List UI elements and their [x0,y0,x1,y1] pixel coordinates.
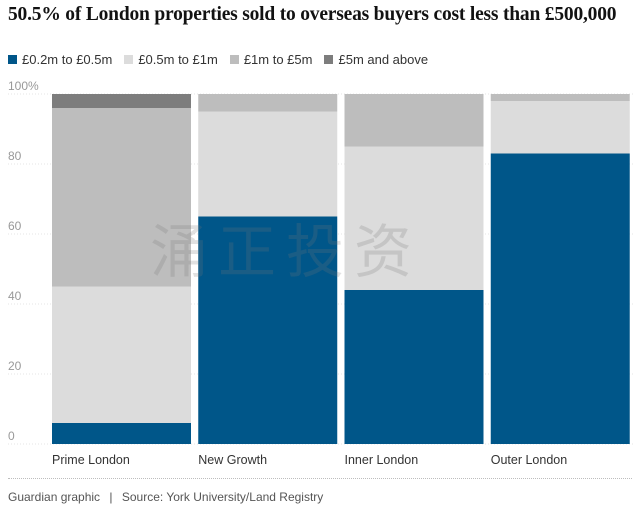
x-tick-label-1: New Growth [198,453,267,467]
legend-label-3: £5m and above [338,52,429,67]
watermark: 涌正投资 [150,218,423,286]
x-tick-label-3: Outer London [491,453,567,467]
y-tick-label-3: 60 [8,219,22,233]
footer: Guardian graphic | Source: York Universi… [8,490,323,504]
bar-2-series-1 [344,146,484,290]
legend-label-1: £0.5m to £1m [138,52,218,67]
bar-3-series-1 [490,101,630,154]
y-tick-label-2: 40 [8,289,22,303]
bar-1-series-1 [198,111,338,217]
legend-item-3: £5m and above [324,52,428,67]
legend-item-2: £1m to £5m [229,52,313,67]
legend-item-0: £0.2m to £0.5m [8,52,112,67]
bar-2-series-2 [344,94,484,147]
footer-credit: Guardian graphic [8,490,101,504]
footer-source: Source: York University/Land Registry [121,490,324,504]
bar-3-series-2 [490,94,630,101]
y-tick-label-5: 100% [8,79,39,93]
legend-swatch-1 [124,55,134,64]
legend-label-0: £0.2m to £0.5m [22,52,113,67]
bar-2-series-0 [344,290,484,444]
chart-title: 50.5% of London properties sold to overs… [8,4,617,25]
bar-1-series-2 [198,94,338,112]
legend-label-2: £1m to £5m [243,52,313,67]
bar-3-series-0 [490,153,630,444]
legend: £0.2m to £0.5m £0.5m to £1m £1m to £5m £… [8,52,428,67]
x-tick-label-2: Inner London [345,453,419,467]
legend-swatch-3 [324,55,334,64]
bar-0-series-1 [52,286,191,423]
legend-swatch-2 [229,55,239,64]
footer-divider [8,478,632,479]
bar-0-series-2 [52,108,191,287]
footer-separator: | [109,490,113,504]
bar-0-series-0 [52,423,191,444]
y-tick-label-1: 20 [8,359,22,373]
y-tick-label-0: 0 [8,429,15,443]
legend-item-1: £0.5m to £1m [124,52,218,67]
x-tick-label-0: Prime London [52,453,130,467]
chart-plot: 0 20 40 60 80 100% Prime London New Growth Inner… [8,79,635,467]
y-tick-label-4: 80 [8,149,22,163]
legend-swatch-0 [8,55,17,64]
bar-0-series-3 [52,94,191,108]
bar-1-series-0 [198,216,338,444]
